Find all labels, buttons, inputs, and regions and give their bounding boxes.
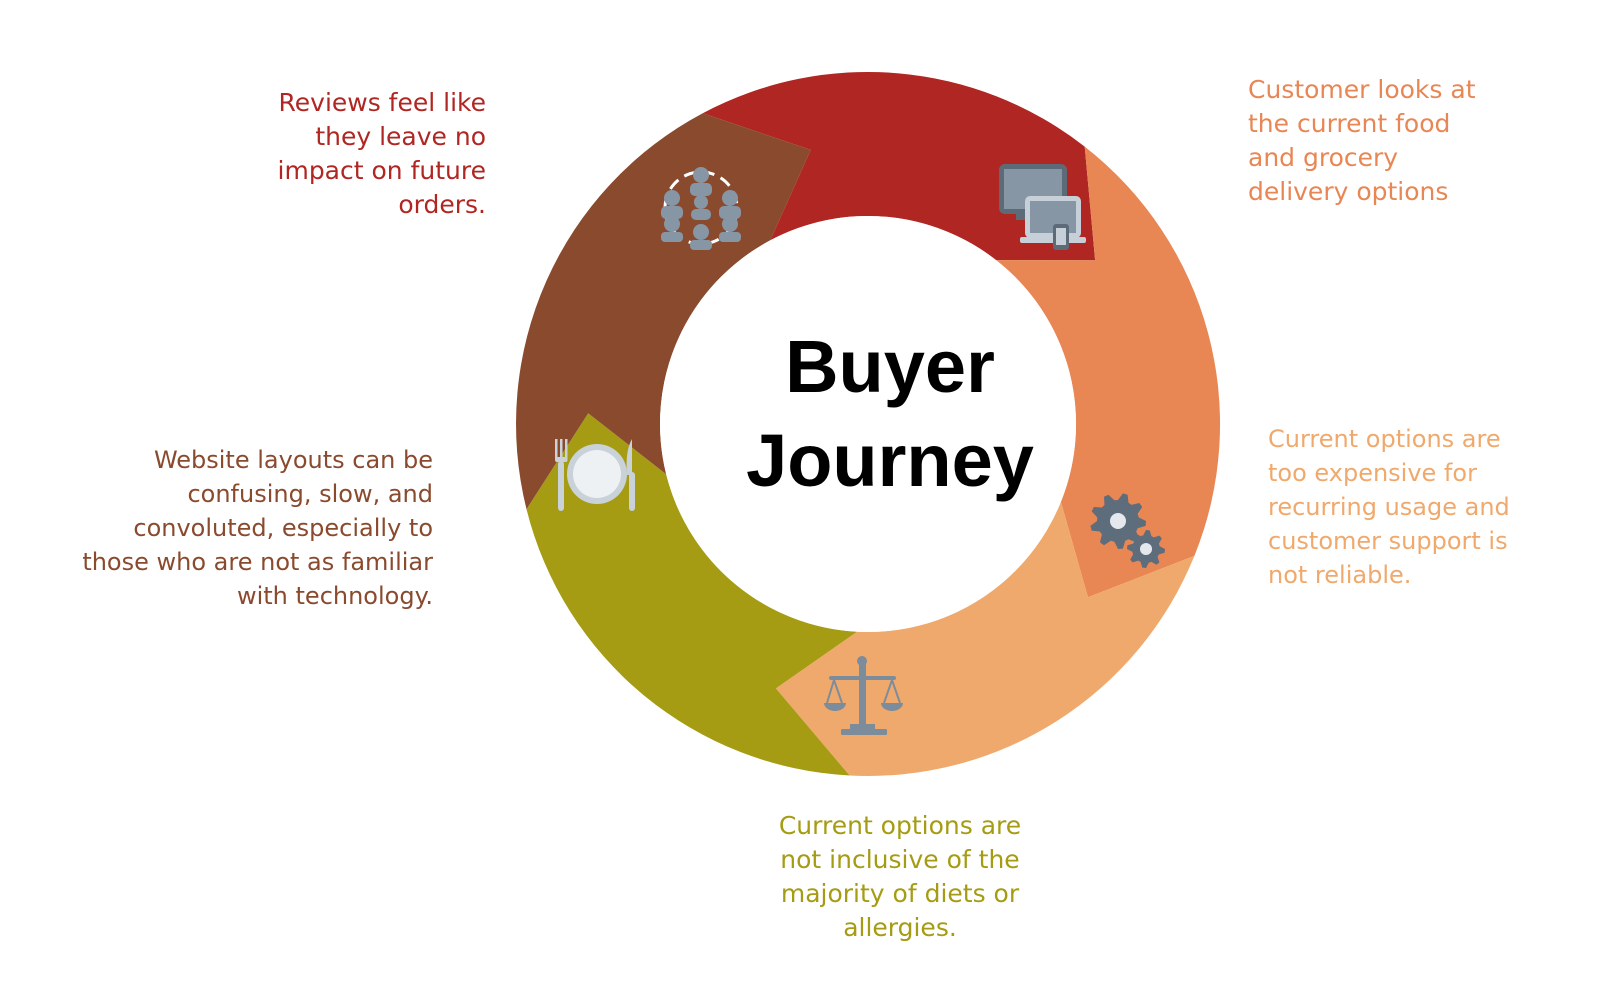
stage-note-delivery-options: Customer looks at the current food and g… [1248,75,1476,206]
stage-note-reviews: Reviews feel like they leave no impact o… [277,88,486,219]
gears-icon [1090,493,1165,568]
devices-icon [999,164,1086,250]
plate-cutlery-icon [555,439,635,511]
diagram-title: Buyer Journey [680,320,1100,508]
segment-expensive [775,501,1195,776]
stage-note-website: Website layouts can be confusing, slow, … [82,446,433,610]
center-circle [660,216,1076,632]
stage-note-diets: Current options are not inclusive of the… [778,811,1022,942]
title-line-1: Buyer [785,325,995,408]
segment-reviews [702,71,1096,261]
segment-diets [526,413,858,776]
segment-delivery-options [996,146,1221,598]
title-line-2: Journey [746,419,1034,502]
people-network-icon [661,167,741,250]
balance-scale-icon [824,656,903,735]
stage-note-expensive: Current options are too expensive for re… [1268,425,1510,589]
